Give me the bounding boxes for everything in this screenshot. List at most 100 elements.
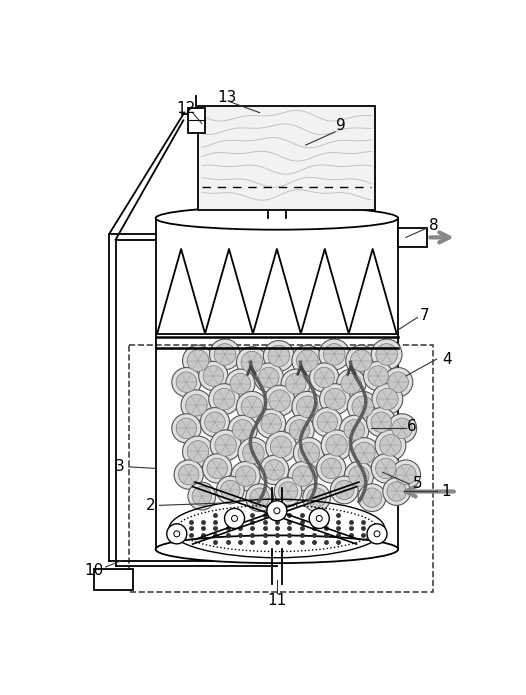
Ellipse shape: [319, 339, 350, 370]
Ellipse shape: [216, 476, 244, 504]
Ellipse shape: [388, 372, 408, 393]
Ellipse shape: [172, 414, 201, 443]
Ellipse shape: [340, 416, 369, 445]
Ellipse shape: [172, 368, 201, 397]
Bar: [198, 106, 375, 211]
Ellipse shape: [330, 476, 358, 504]
Ellipse shape: [358, 484, 386, 512]
Ellipse shape: [341, 373, 361, 394]
Ellipse shape: [254, 363, 284, 392]
Text: 2: 2: [145, 498, 155, 513]
Ellipse shape: [377, 389, 398, 410]
Text: 8: 8: [429, 218, 438, 234]
Ellipse shape: [176, 372, 197, 393]
Ellipse shape: [214, 389, 235, 410]
Ellipse shape: [237, 347, 267, 377]
Ellipse shape: [317, 454, 346, 483]
Ellipse shape: [250, 488, 269, 507]
Ellipse shape: [200, 407, 229, 437]
Text: 5: 5: [413, 476, 423, 491]
Ellipse shape: [281, 369, 310, 398]
Text: 7: 7: [420, 309, 429, 323]
Ellipse shape: [187, 441, 209, 462]
Ellipse shape: [210, 430, 241, 461]
Ellipse shape: [371, 339, 402, 370]
Ellipse shape: [181, 390, 212, 420]
Ellipse shape: [178, 464, 199, 485]
Ellipse shape: [257, 409, 286, 439]
Ellipse shape: [396, 464, 416, 485]
Ellipse shape: [391, 460, 420, 489]
Ellipse shape: [292, 345, 323, 376]
Ellipse shape: [294, 438, 324, 468]
Ellipse shape: [267, 500, 287, 521]
Ellipse shape: [225, 509, 245, 528]
Ellipse shape: [289, 420, 310, 440]
Text: 3: 3: [115, 459, 124, 475]
Ellipse shape: [363, 361, 393, 391]
Ellipse shape: [368, 366, 388, 386]
Ellipse shape: [241, 396, 262, 418]
Ellipse shape: [298, 442, 320, 464]
Ellipse shape: [292, 466, 313, 486]
Ellipse shape: [183, 345, 214, 376]
Ellipse shape: [367, 524, 387, 544]
Ellipse shape: [269, 390, 290, 411]
Ellipse shape: [321, 458, 341, 479]
Ellipse shape: [274, 477, 302, 505]
Ellipse shape: [288, 461, 317, 491]
Ellipse shape: [156, 206, 398, 230]
Ellipse shape: [199, 361, 228, 391]
Ellipse shape: [232, 420, 253, 440]
Ellipse shape: [241, 352, 262, 373]
Ellipse shape: [335, 480, 354, 500]
Ellipse shape: [387, 414, 417, 443]
Ellipse shape: [367, 407, 396, 437]
Ellipse shape: [297, 350, 318, 371]
Ellipse shape: [176, 418, 197, 439]
Ellipse shape: [214, 343, 236, 365]
Ellipse shape: [316, 516, 322, 521]
Ellipse shape: [302, 484, 330, 512]
Ellipse shape: [264, 341, 294, 371]
Text: 13: 13: [218, 90, 237, 105]
Ellipse shape: [231, 516, 238, 521]
Ellipse shape: [307, 488, 326, 507]
Bar: [129, 345, 433, 591]
Ellipse shape: [323, 343, 345, 365]
Ellipse shape: [259, 367, 279, 388]
Ellipse shape: [228, 416, 257, 445]
Ellipse shape: [209, 384, 239, 414]
Ellipse shape: [188, 482, 216, 510]
Ellipse shape: [376, 343, 398, 365]
Ellipse shape: [371, 412, 391, 432]
Ellipse shape: [362, 488, 382, 507]
Ellipse shape: [371, 454, 400, 483]
Ellipse shape: [320, 384, 350, 414]
Bar: [94, 569, 133, 590]
Ellipse shape: [344, 420, 365, 440]
Text: 12: 12: [177, 101, 196, 115]
Text: 4: 4: [443, 352, 452, 366]
Bar: [188, 108, 205, 133]
Ellipse shape: [297, 396, 318, 418]
Ellipse shape: [183, 436, 214, 467]
Ellipse shape: [187, 350, 209, 371]
Ellipse shape: [309, 509, 329, 528]
Ellipse shape: [337, 369, 366, 398]
Ellipse shape: [270, 436, 292, 457]
Ellipse shape: [192, 486, 211, 506]
Ellipse shape: [352, 396, 373, 418]
Bar: [398, 228, 428, 247]
Ellipse shape: [167, 524, 187, 544]
Ellipse shape: [264, 459, 285, 480]
Ellipse shape: [324, 389, 346, 410]
Ellipse shape: [215, 434, 237, 456]
Ellipse shape: [266, 432, 297, 462]
Ellipse shape: [186, 395, 207, 416]
Ellipse shape: [317, 412, 338, 432]
Ellipse shape: [231, 461, 260, 491]
Ellipse shape: [205, 412, 225, 432]
Ellipse shape: [353, 442, 375, 464]
Ellipse shape: [310, 363, 339, 392]
